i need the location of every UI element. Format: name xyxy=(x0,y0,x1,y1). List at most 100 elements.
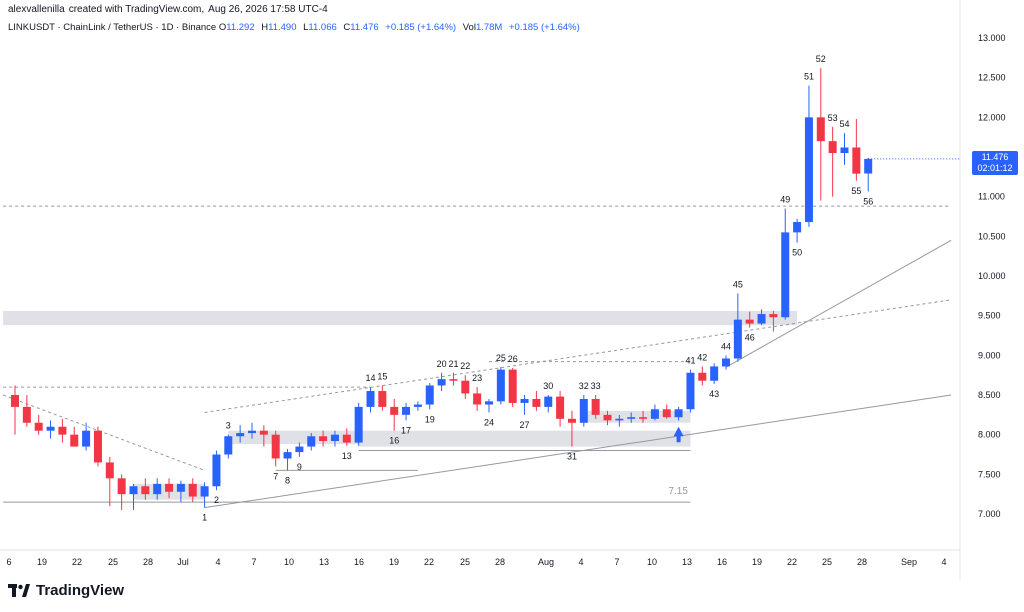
candle-body xyxy=(105,462,114,479)
wave-count-label: 2 xyxy=(214,495,219,505)
candle-body xyxy=(840,147,849,154)
wave-count-label: 23 xyxy=(472,373,482,383)
price-axis-tick-label: 9.500 xyxy=(978,311,1001,321)
candle-body xyxy=(224,436,233,455)
price-axis-tick-label: 9.000 xyxy=(978,350,1001,360)
time-axis-tick-label: 10 xyxy=(647,557,657,567)
zone-level-label: 7.15 xyxy=(668,486,688,497)
candle-body xyxy=(473,393,482,405)
trend-line xyxy=(204,394,952,509)
wave-count-label: 22 xyxy=(460,361,470,371)
candle-body xyxy=(354,406,363,443)
time-axis-tick-label: 16 xyxy=(354,557,364,567)
time-axis-tick-label: 28 xyxy=(495,557,505,567)
wave-count-label: 30 xyxy=(543,381,553,391)
wave-count-label: 13 xyxy=(342,451,352,461)
candle-body xyxy=(508,369,517,403)
wave-count-label: 41 xyxy=(685,356,695,366)
open-value: 11.292 xyxy=(226,22,255,33)
time-axis-tick-label: 6 xyxy=(6,557,11,567)
price-axis-tick-label: 11.000 xyxy=(978,192,1005,202)
candle-body xyxy=(650,409,659,419)
close-label: C xyxy=(343,22,351,33)
open-label: O xyxy=(218,22,227,33)
support-resistance-zone xyxy=(583,410,691,423)
time-axis-tick-label: 7 xyxy=(614,557,619,567)
candle-body xyxy=(141,486,150,495)
candle-body xyxy=(544,396,553,407)
wave-count-label: 24 xyxy=(484,417,494,427)
volume-label: Vol xyxy=(462,22,476,33)
wave-count-label: 50 xyxy=(792,248,802,258)
last-price-value: 11.476 xyxy=(981,151,1009,162)
time-axis-tick-label: 7 xyxy=(251,557,256,567)
time-axis-tick-label: 13 xyxy=(682,557,692,567)
created-with-text: created with TradingView.com, xyxy=(68,4,205,15)
candle-body xyxy=(591,398,600,415)
symbol-legend[interactable]: LINKUSDT · ChainLink / TetherUS · 1D · B… xyxy=(8,22,584,33)
candle-body xyxy=(556,396,565,419)
candle-body xyxy=(295,446,304,453)
symbol-name[interactable]: LINKUSDT · ChainLink / TetherUS · 1D · B… xyxy=(8,22,217,33)
candle-body xyxy=(828,141,837,154)
candle-body xyxy=(236,433,245,437)
candle-body xyxy=(330,434,339,442)
wave-count-label: 56 xyxy=(863,196,873,206)
price-axis-tick-label: 7.000 xyxy=(978,509,1001,519)
candle-body xyxy=(627,417,636,419)
candle-body xyxy=(319,436,328,442)
candle-body xyxy=(366,391,375,407)
time-axis-tick-label: 19 xyxy=(389,557,399,567)
candle-body xyxy=(70,434,79,447)
price-axis-tick-label: 10.500 xyxy=(978,231,1006,241)
wave-count-label: 31 xyxy=(567,452,577,462)
candle-body xyxy=(93,430,102,463)
wave-count-label: 43 xyxy=(709,389,719,399)
wave-count-label: 27 xyxy=(520,420,530,430)
candle-body xyxy=(757,314,766,324)
low-label: L xyxy=(303,22,309,33)
time-axis-tick-label: 28 xyxy=(143,557,153,567)
candle-body xyxy=(733,319,742,359)
wave-count-label: 16 xyxy=(389,436,399,446)
up-arrow-icon xyxy=(673,426,684,437)
wave-count-label: 49 xyxy=(780,195,790,205)
candle-body xyxy=(852,147,861,174)
candle-body xyxy=(567,418,576,423)
wave-count-label: 14 xyxy=(365,373,375,383)
time-axis-tick-label: 4 xyxy=(941,557,946,567)
tradingview-logo-text[interactable]: TradingView xyxy=(36,582,125,599)
candle-body xyxy=(129,486,138,495)
time-axis-tick-label: 16 xyxy=(717,557,727,567)
candle-body xyxy=(864,158,873,174)
wave-count-label: 45 xyxy=(733,279,743,289)
wave-count-label: 55 xyxy=(851,186,861,196)
candle-body xyxy=(188,483,197,497)
candle-body xyxy=(769,314,778,318)
tradingview-footer[interactable]: TradingView xyxy=(8,582,124,599)
price-axis-tick-label: 8.500 xyxy=(978,390,1001,400)
time-axis-tick-label: 22 xyxy=(72,557,82,567)
candle-body xyxy=(307,436,316,447)
candle-body xyxy=(390,406,399,415)
high-value: 11.490 xyxy=(268,22,297,33)
candle-body xyxy=(461,380,470,394)
candle-body xyxy=(781,232,790,318)
candle-body xyxy=(117,478,126,495)
wave-count-label: 54 xyxy=(839,119,849,129)
candle-body xyxy=(425,385,434,405)
chart-author-line: alexvallenilla created with TradingView.c… xyxy=(8,4,332,15)
candle-body xyxy=(437,379,446,386)
candle-body xyxy=(662,409,671,418)
support-resistance-zone xyxy=(358,430,691,447)
tradingview-logo-icon xyxy=(8,583,30,597)
wave-count-label: 51 xyxy=(804,72,814,82)
change-value: +0.185 (+1.64%) xyxy=(385,22,457,33)
candle-body xyxy=(259,430,268,435)
wave-count-label: 9 xyxy=(297,462,302,472)
trend-line xyxy=(2,394,205,471)
price-axis-tick-label: 12.500 xyxy=(978,73,1006,83)
wave-count-label: 20 xyxy=(437,359,447,369)
candle-body xyxy=(34,422,43,431)
